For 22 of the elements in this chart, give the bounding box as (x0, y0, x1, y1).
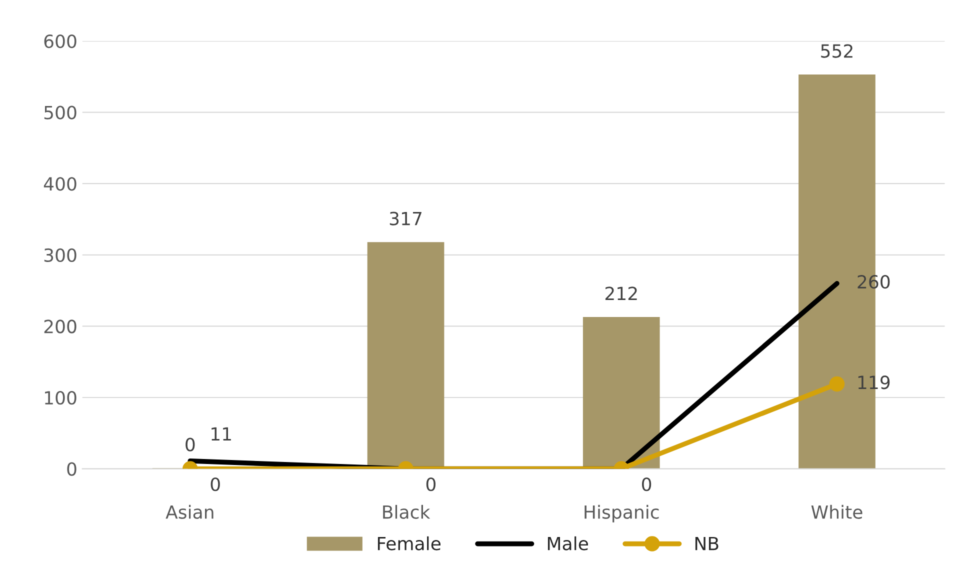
y-tick-label: 0 (67, 462, 76, 476)
x-tick-label: Black (383, 504, 430, 519)
data-label: 552 (821, 44, 852, 58)
y-tick-label: 200 (44, 320, 76, 334)
legend-label: Male (548, 536, 588, 550)
y-tick-label: 300 (44, 248, 76, 262)
data-label: 11 (212, 427, 231, 441)
y-tick-label: 400 (44, 177, 76, 191)
y-tick-label: 500 (44, 106, 76, 120)
x-tick-label: Hispanic (584, 504, 659, 522)
x-tick-label: Asian (166, 504, 214, 519)
data-label: 0 (210, 477, 220, 492)
data-label: 212 (605, 286, 637, 300)
data-label: 317 (390, 212, 422, 226)
legend-label: NB (695, 536, 718, 550)
data-label: 0 (186, 438, 195, 452)
data-label: 0 (642, 477, 652, 492)
legend-label: Female (378, 536, 440, 550)
data-label: 0 (426, 477, 436, 492)
y-tick-label: 100 (45, 390, 76, 405)
y-tick-label: 600 (44, 34, 76, 48)
x-tick-label: White (811, 504, 862, 519)
